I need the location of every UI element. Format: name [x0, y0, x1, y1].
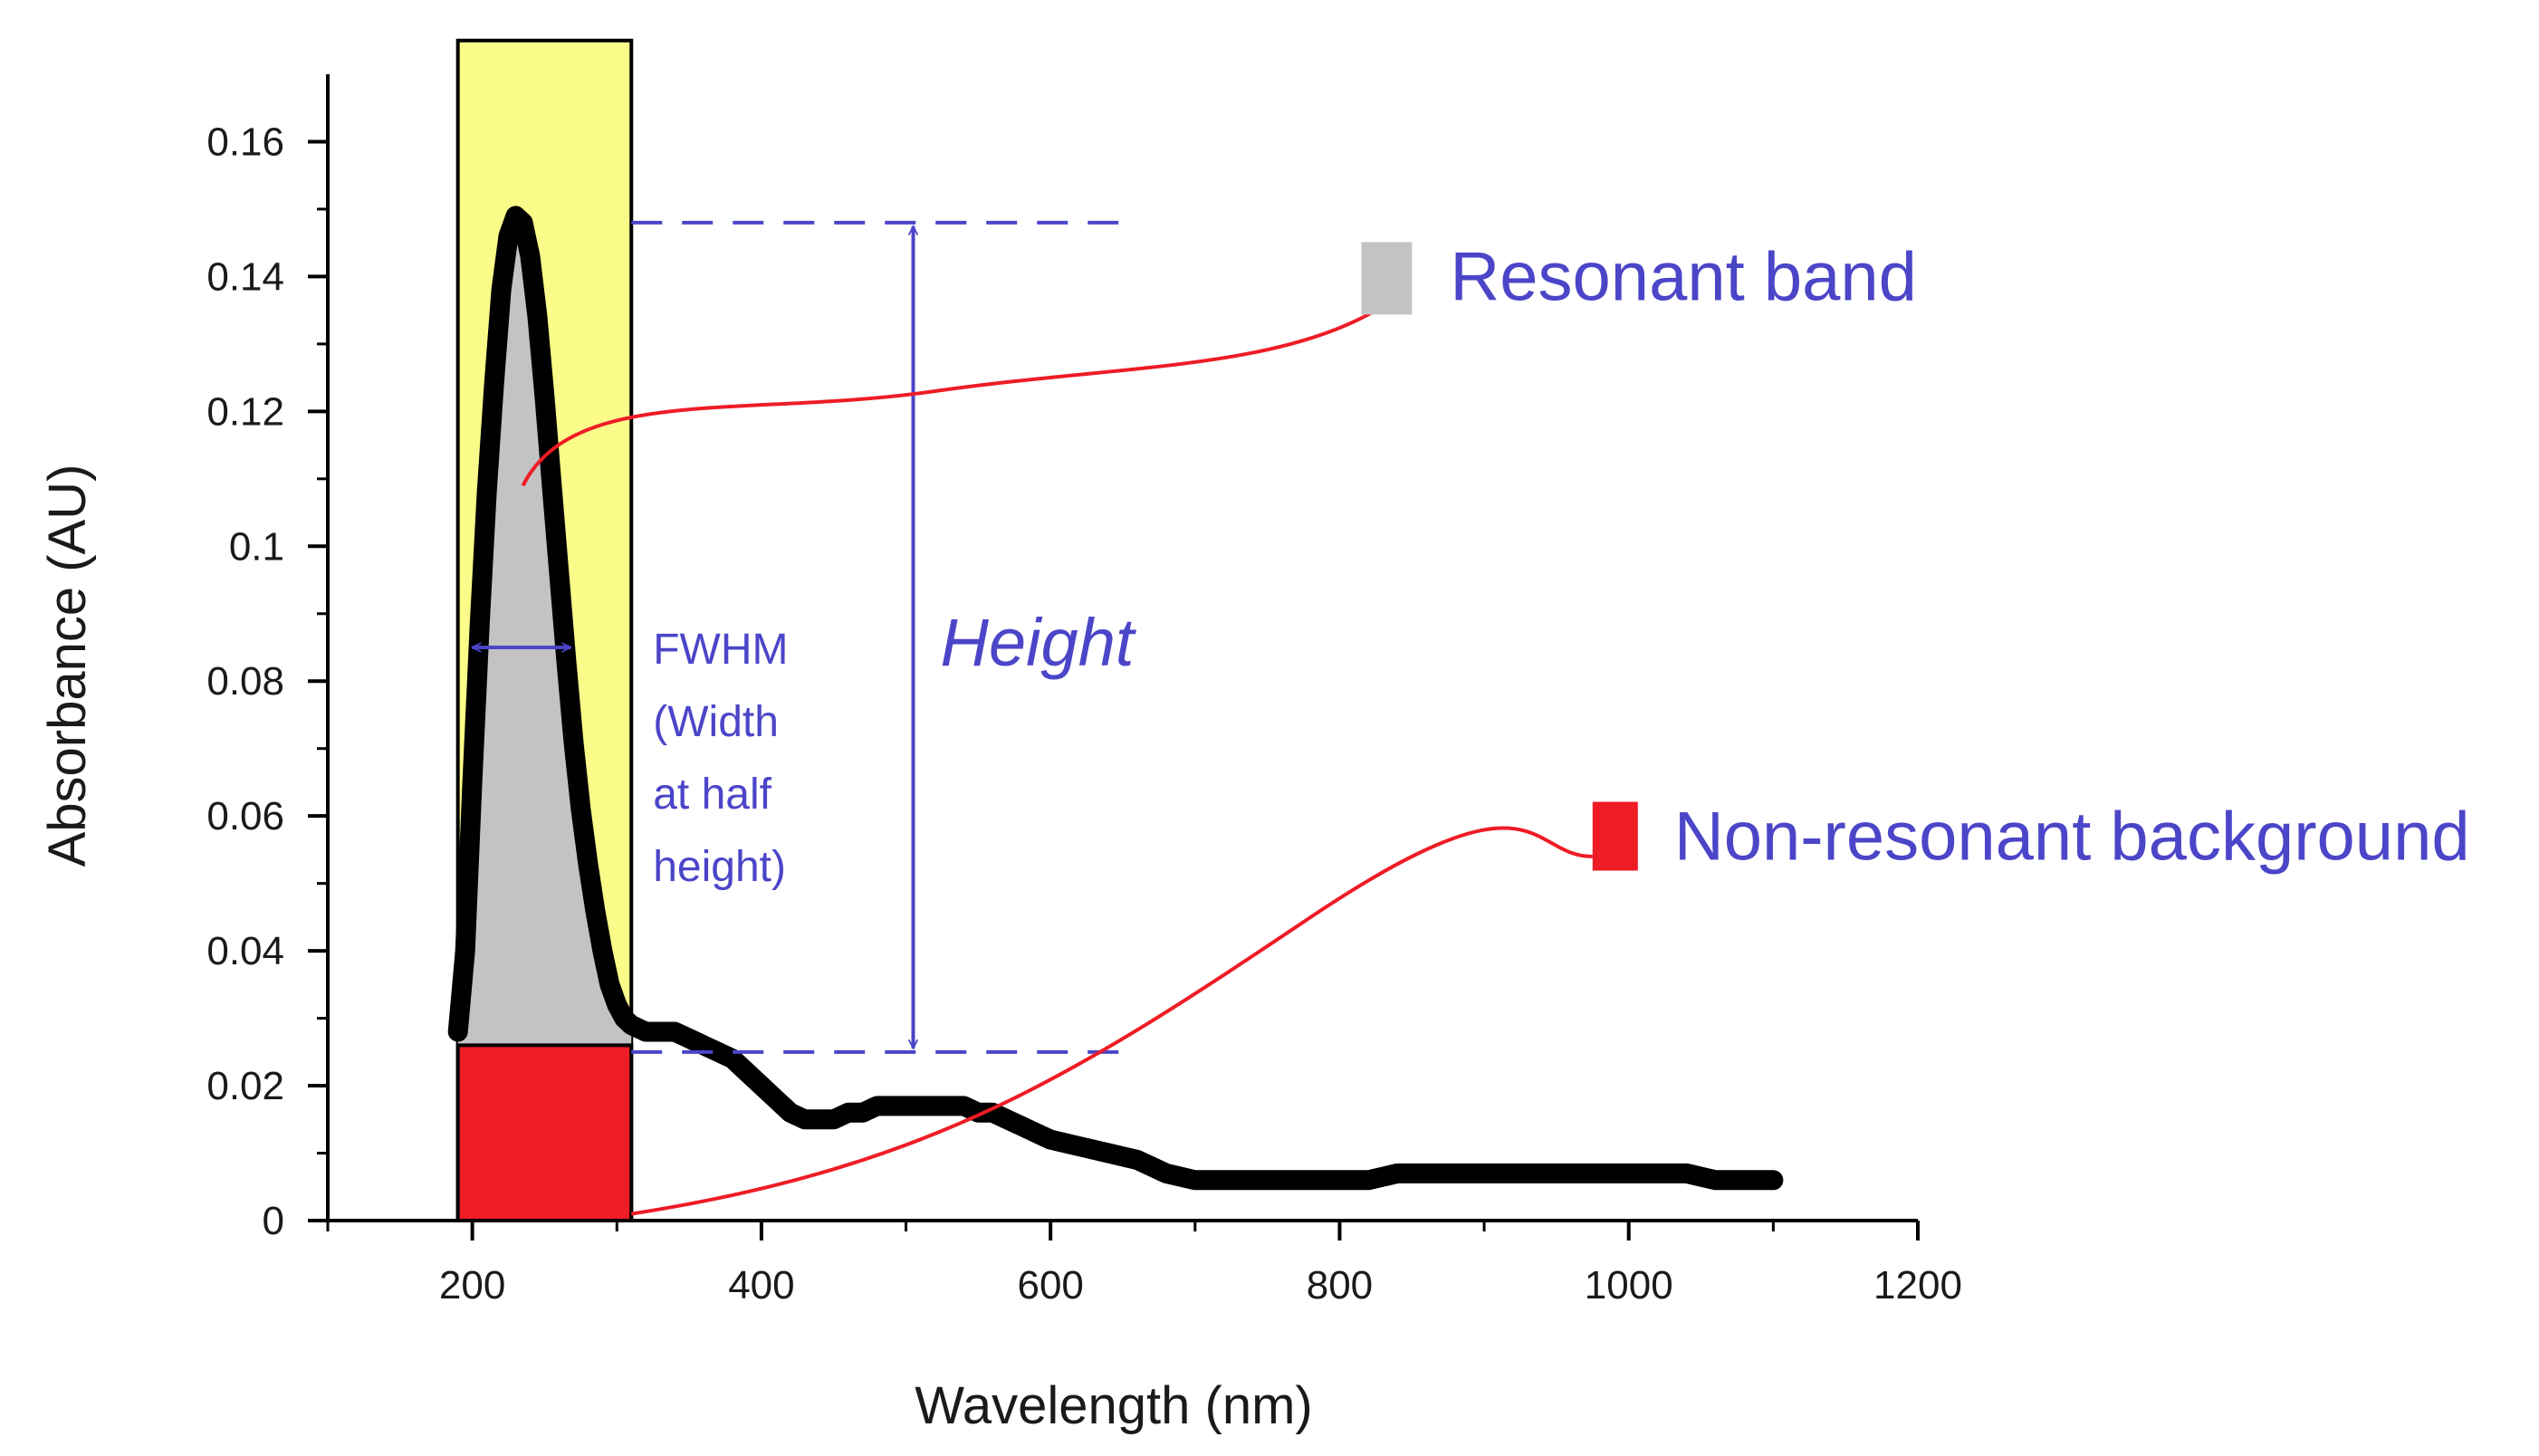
x-tick-label: 400 [728, 1263, 794, 1308]
x-axis-title: Wavelength (nm) [915, 1376, 1312, 1435]
resonant-band-leader-line [521, 302, 1389, 487]
x-tick-label: 800 [1307, 1263, 1373, 1308]
non-resonant-background-region [455, 1043, 634, 1222]
x-tick-label: 1000 [1585, 1263, 1673, 1308]
y-tick-label: 0.14 [206, 254, 284, 299]
y-tick-label: 0.12 [206, 389, 284, 434]
legend-swatch-resonant-band [1361, 242, 1413, 315]
legend: Resonant band Non-resonant background [521, 238, 2470, 1216]
fwhm-label-line: height) [653, 843, 786, 891]
x-tick-label: 200 [439, 1263, 505, 1308]
x-tick-label: 1200 [1873, 1263, 1962, 1308]
axes: 200 400 600 800 1000 1200 0 0.02 0.04 0.06 0.08 0.1… [206, 74, 1962, 1308]
absorbance-series-line [447, 206, 1784, 1191]
legend-label-non-resonant-background: Non-resonant background [1674, 799, 2470, 876]
height-label: Height [941, 605, 1137, 680]
y-tick-label: 0.1 [229, 524, 284, 569]
y-tick-label: 0.02 [206, 1064, 284, 1108]
y-tick-label: 0.06 [206, 794, 284, 838]
y-tick-label: 0.16 [206, 120, 284, 164]
x-tick-label: 600 [1017, 1263, 1083, 1308]
legend-label-resonant-band: Resonant band [1450, 238, 1917, 315]
y-axis-title: Absorbance (AU) [38, 465, 97, 867]
y-tick-label: 0.04 [206, 929, 284, 973]
fwhm-label-line: (Width [653, 698, 779, 746]
fwhm-label-line: at half [653, 771, 771, 819]
non-resonant-background-leader-line [630, 826, 1593, 1216]
annotations: Height FWHM (Width at half height) [473, 220, 1137, 1054]
legend-swatch-non-resonant-background [1592, 801, 1638, 871]
y-tick-label: 0.08 [206, 659, 284, 704]
fwhm-label-line: FWHM [653, 626, 788, 674]
y-tick-label: 0 [263, 1199, 284, 1243]
